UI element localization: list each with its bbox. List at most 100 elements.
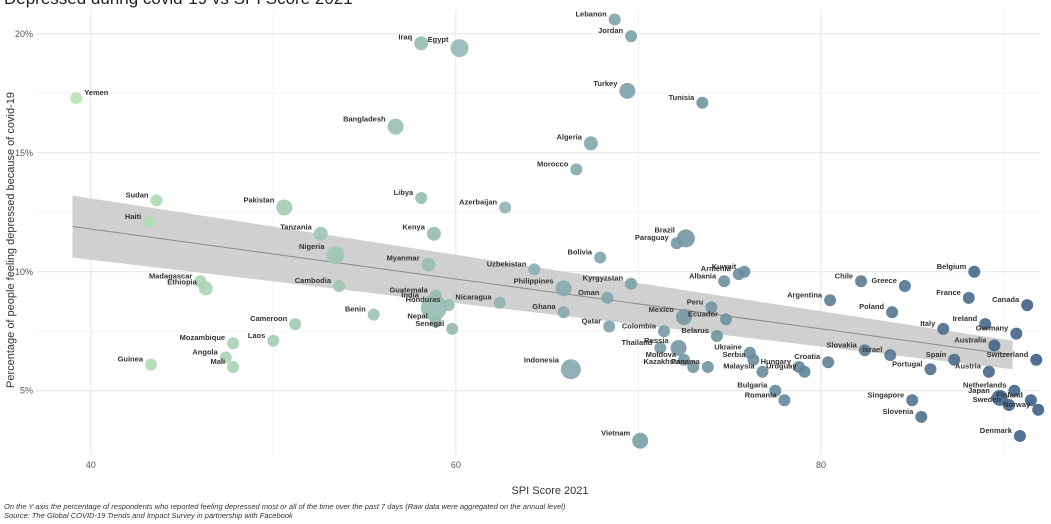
confidence-band [72,195,1013,370]
point-label: Sudan [126,190,149,199]
point-label: Senegal [415,319,444,328]
data-point [858,344,871,357]
data-point [450,39,469,58]
point-label: Paraguay [635,233,670,242]
data-point [276,199,293,216]
data-point [289,318,302,331]
y-tick-label: 20% [15,29,33,39]
point-label: Brazil [654,225,674,234]
data-point [442,299,455,312]
data-point [227,337,240,350]
data-point [145,358,157,371]
point-label: Belarus [681,326,709,335]
data-point [822,356,835,369]
point-label: Croatia [794,352,821,361]
point-label: Slovenia [882,407,914,416]
data-point [446,322,459,335]
data-points [70,13,1045,449]
data-point [824,294,837,307]
data-point [219,351,232,364]
y-tick-label: 15% [15,148,33,158]
data-point [705,301,718,314]
point-label: Canada [992,295,1020,304]
point-label: Nepal [407,312,427,321]
point-label: France [936,288,961,297]
data-point [267,334,280,347]
data-point [756,365,769,378]
point-label: Italy [920,319,936,328]
point-label: Myanmar [387,254,420,263]
point-label: Tunisia [669,93,696,102]
point-label: Russia [644,336,669,345]
point-label: Bangladesh [343,115,386,124]
data-point [747,353,760,366]
point-label: Chile [835,271,853,280]
data-point [387,118,404,135]
point-label: Switzerland [987,350,1029,359]
point-label: Mali [211,357,226,366]
point-label: Finland [996,390,1023,399]
data-point [150,194,163,207]
point-label: Haiti [125,212,141,221]
point-label: Tanzania [280,223,312,232]
point-label: Ecuador [688,309,718,318]
data-point [555,280,572,297]
point-label: Madagascar [149,271,192,280]
data-point [658,325,670,338]
data-point [718,275,731,288]
data-point [429,315,442,328]
point-label: Japan [968,386,990,395]
data-point [884,349,897,362]
y-tick-label: 5% [20,386,33,396]
data-point [855,275,868,288]
point-label: Guatemala [389,286,428,295]
point-label: Moldova [646,350,677,359]
point-label: Jordan [598,26,623,35]
data-point [333,280,345,292]
data-point [608,13,621,26]
data-point [632,432,649,449]
data-point [625,277,638,290]
point-label: Egypt [428,35,449,44]
point-label: Laos [248,331,266,340]
data-point [968,265,981,278]
data-point [1030,353,1043,366]
data-point [710,330,723,342]
point-label: Algeria [556,132,582,141]
point-label: Argentina [787,290,823,299]
point-label: Philippines [514,276,554,285]
point-label: Lebanon [575,10,607,19]
point-label: Yemen [84,88,109,97]
axes: SPI Score 2021 Percentage of people feel… [5,29,826,497]
point-label: Malaysia [723,362,755,371]
point-label: Uzbekistan [487,259,527,268]
point-label: Oman [578,288,600,297]
y-tick-label: 10% [15,267,33,277]
x-tick-label: 40 [86,460,96,470]
point-label: Denmark [980,426,1013,435]
point-label: Kazakhstan [644,357,686,366]
data-point [676,309,692,325]
data-point [676,229,695,248]
point-label: India [401,291,419,300]
data-point [420,294,447,321]
data-point [778,394,791,407]
data-point [687,361,700,373]
point-label: Kuwait [712,262,737,271]
point-label: Pakistan [243,196,274,205]
point-label: Guinea [118,355,144,364]
data-point [227,361,240,373]
data-point [594,251,607,264]
x-tick-label: 80 [816,460,826,470]
point-label: Kyrgyzstan [583,274,624,283]
point-label: Libya [394,188,414,197]
point-label: Indonesia [524,355,560,364]
data-point [678,353,690,366]
data-point [313,226,328,241]
point-label: Ghana [532,302,556,311]
point-label: Morocco [537,159,569,168]
point-label: Norway [1003,400,1031,409]
point-label: Netherlands [963,381,1006,390]
data-point [415,192,428,204]
